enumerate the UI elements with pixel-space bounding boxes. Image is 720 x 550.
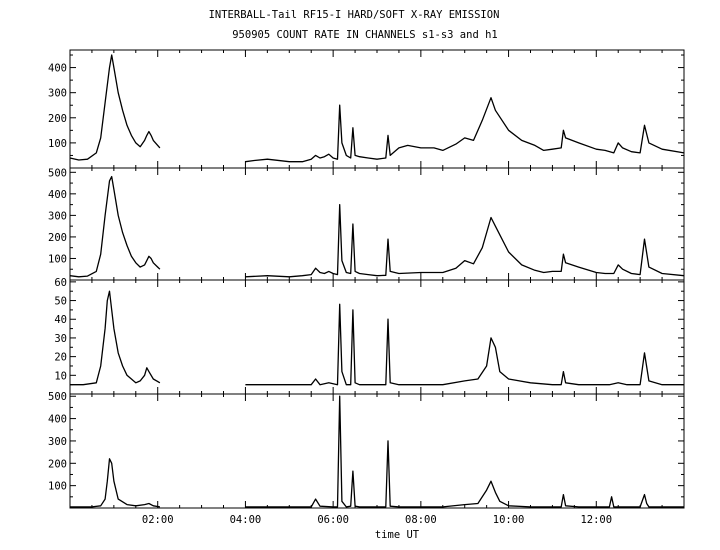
y-tick-label: 200 <box>48 458 67 470</box>
series-line <box>70 290 684 386</box>
y-tick-label: 400 <box>48 189 67 201</box>
y-tick-label: 500 <box>48 167 67 179</box>
y-tick-label: 60 <box>54 277 67 289</box>
y-tick-label: 300 <box>48 210 67 222</box>
y-tick-label: 300 <box>48 88 67 100</box>
panel-3: 10 20 30 40 50 60 <box>54 277 685 395</box>
y-tick-label: 200 <box>48 113 67 125</box>
x-tick-label: 06:00 <box>317 514 349 526</box>
series-line <box>70 395 684 508</box>
panel-frame <box>69 167 685 281</box>
chart-title-line-2: 950905 COUNT RATE IN CHANNELS s1-s3 and … <box>232 29 498 41</box>
y-tick-label: 200 <box>48 232 67 244</box>
y-tick-label: 20 <box>54 352 67 364</box>
y-tick-label: 30 <box>54 333 67 345</box>
y-tick-label: 40 <box>54 314 67 326</box>
panel-2: 100 200 300 400 500 <box>48 167 685 281</box>
panel-frame <box>69 279 685 395</box>
x-axis-label: time UT <box>375 529 420 541</box>
series-line <box>69 175 685 278</box>
series-line <box>69 54 685 163</box>
y-tick-label: 100 <box>48 253 67 265</box>
panel-frame <box>69 49 685 169</box>
chart-title-line-1: INTERBALL-Tail RF15-I HARD/SOFT X-RAY EM… <box>209 9 500 21</box>
y-tick-label: 100 <box>48 138 67 150</box>
y-tick-label: 100 <box>48 481 67 493</box>
y-tick-label: 300 <box>48 436 67 448</box>
x-tick-label: 02:00 <box>142 514 174 526</box>
x-tick-label: 12:00 <box>580 514 612 526</box>
y-tick-label: 50 <box>54 296 67 308</box>
y-tick-label: 400 <box>48 63 67 75</box>
y-tick-label: 500 <box>48 391 67 403</box>
y-tick-label: 400 <box>48 414 67 426</box>
panels-group: 1002003004001002003004005001020304050601… <box>48 49 685 541</box>
x-tick-label: 08:00 <box>405 514 437 526</box>
x-tick-label: 10:00 <box>493 514 525 526</box>
panel-1: 100 200 300 400 <box>48 49 685 169</box>
y-tick-label: 10 <box>54 370 67 382</box>
x-tick-label: 04:00 <box>230 514 262 526</box>
panel-4: 100 200 300 400 500 02:00 04:00 06:00 08:00 10:00… <box>48 391 685 541</box>
panel-frame <box>69 393 685 509</box>
